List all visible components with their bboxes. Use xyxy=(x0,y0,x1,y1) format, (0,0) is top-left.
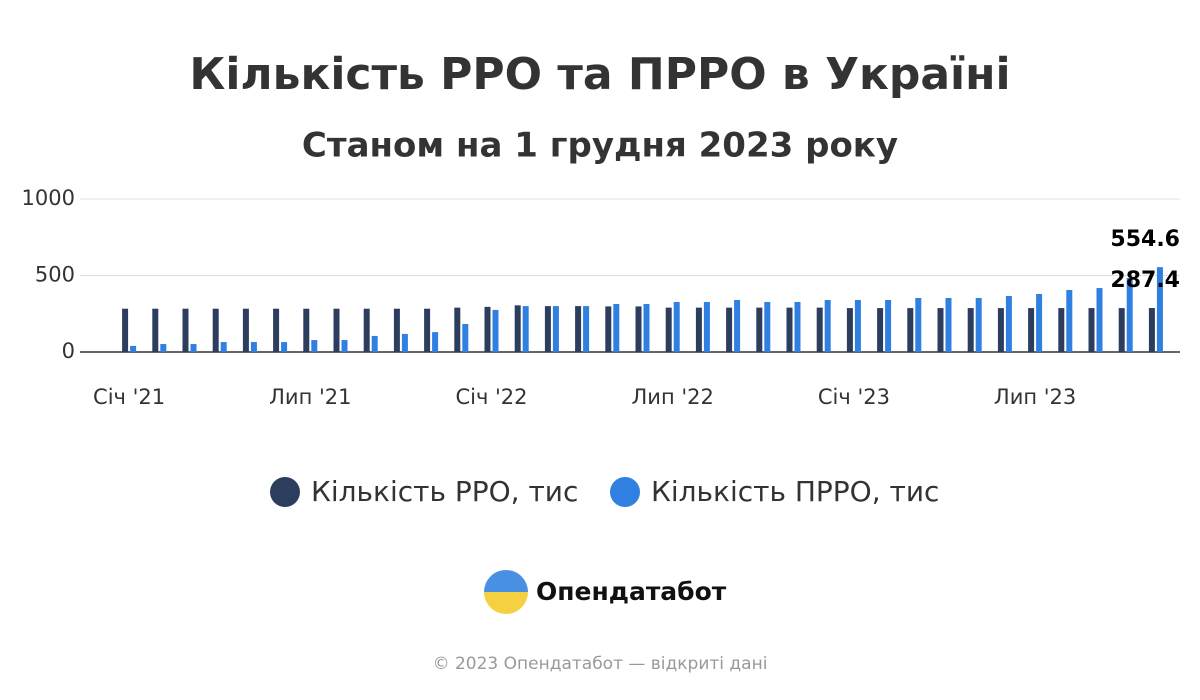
bar xyxy=(605,306,612,352)
bar xyxy=(643,303,650,352)
bar xyxy=(432,332,439,352)
bar xyxy=(1156,267,1163,352)
bar xyxy=(281,342,288,352)
bar xyxy=(756,307,763,352)
bar xyxy=(212,308,219,352)
bar xyxy=(514,305,521,352)
bar xyxy=(311,340,318,352)
bar xyxy=(492,309,499,352)
bar xyxy=(130,345,137,352)
x-tick-label: Січ '21 xyxy=(93,385,165,409)
bar xyxy=(937,308,944,352)
bar xyxy=(122,308,129,352)
x-tick-label: Лип '21 xyxy=(269,385,351,409)
bar xyxy=(371,335,378,352)
bar xyxy=(250,342,257,352)
bar xyxy=(544,306,551,352)
legend-marker xyxy=(610,477,640,507)
logo-text: Опендатабот xyxy=(536,577,727,606)
copyright: © 2023 Опендатабот — відкриті дані xyxy=(433,654,768,674)
bar xyxy=(1005,296,1012,352)
bar xyxy=(220,342,227,352)
bar xyxy=(734,299,741,352)
bar xyxy=(522,306,529,352)
bar xyxy=(997,308,1004,352)
bar xyxy=(454,307,461,352)
bar xyxy=(635,306,642,352)
data-label: 554.6 xyxy=(1110,227,1180,252)
bar xyxy=(1058,308,1065,352)
legend-label: Кількість РРО, тис xyxy=(311,475,578,508)
bar xyxy=(1126,277,1133,352)
bar xyxy=(665,307,672,352)
bar xyxy=(786,307,793,352)
bar xyxy=(1118,308,1125,352)
y-tick-label: 500 xyxy=(35,263,75,287)
bar xyxy=(152,308,159,352)
bar xyxy=(854,299,861,352)
legend-marker xyxy=(270,477,300,507)
bar xyxy=(303,308,310,352)
x-tick-label: Лип '22 xyxy=(632,385,714,409)
bar xyxy=(583,306,590,352)
x-tick-label: Січ '23 xyxy=(818,385,890,409)
bar xyxy=(673,301,680,352)
bar xyxy=(877,308,884,352)
bar xyxy=(273,308,280,352)
bar xyxy=(552,306,559,352)
data-label: 287.4 xyxy=(1110,268,1180,293)
chart-subtitle: Станом на 1 грудня 2023 року xyxy=(302,126,898,166)
x-tick-label: Січ '22 xyxy=(455,385,527,409)
bar xyxy=(613,303,620,352)
bar xyxy=(885,299,892,352)
bar xyxy=(341,340,348,352)
bar xyxy=(363,308,370,352)
bar xyxy=(242,308,249,352)
bar xyxy=(915,297,922,352)
bar xyxy=(333,308,340,352)
bar xyxy=(764,301,771,352)
bar xyxy=(1096,288,1103,352)
bar xyxy=(575,306,582,352)
bar xyxy=(484,306,491,352)
logo-icon xyxy=(484,570,528,614)
bar xyxy=(945,297,952,352)
bar xyxy=(726,307,733,352)
bar xyxy=(975,297,982,352)
x-tick-label: Лип '23 xyxy=(994,385,1076,409)
bar xyxy=(846,308,853,352)
y-tick-label: 0 xyxy=(62,339,75,363)
y-tick-label: 1000 xyxy=(22,186,75,210)
bar xyxy=(703,301,710,352)
chart-title: Кількість РРО та ПРРО в Україні xyxy=(189,49,1010,100)
bar xyxy=(424,308,431,352)
bar xyxy=(401,333,408,352)
bar xyxy=(190,344,197,352)
bar xyxy=(1066,290,1073,352)
bar xyxy=(1148,308,1155,352)
bar xyxy=(1028,308,1035,352)
legend-label: Кількість ПРРО, тис xyxy=(651,475,939,508)
bar xyxy=(907,308,914,352)
bar xyxy=(182,308,189,352)
bar xyxy=(794,301,801,352)
bar xyxy=(1036,294,1043,352)
bar xyxy=(695,307,702,352)
bar xyxy=(462,324,469,352)
bar xyxy=(1088,308,1095,352)
bar xyxy=(824,299,831,352)
bar xyxy=(816,307,823,352)
bar xyxy=(967,308,974,352)
bar xyxy=(393,308,400,352)
bar xyxy=(160,344,167,352)
